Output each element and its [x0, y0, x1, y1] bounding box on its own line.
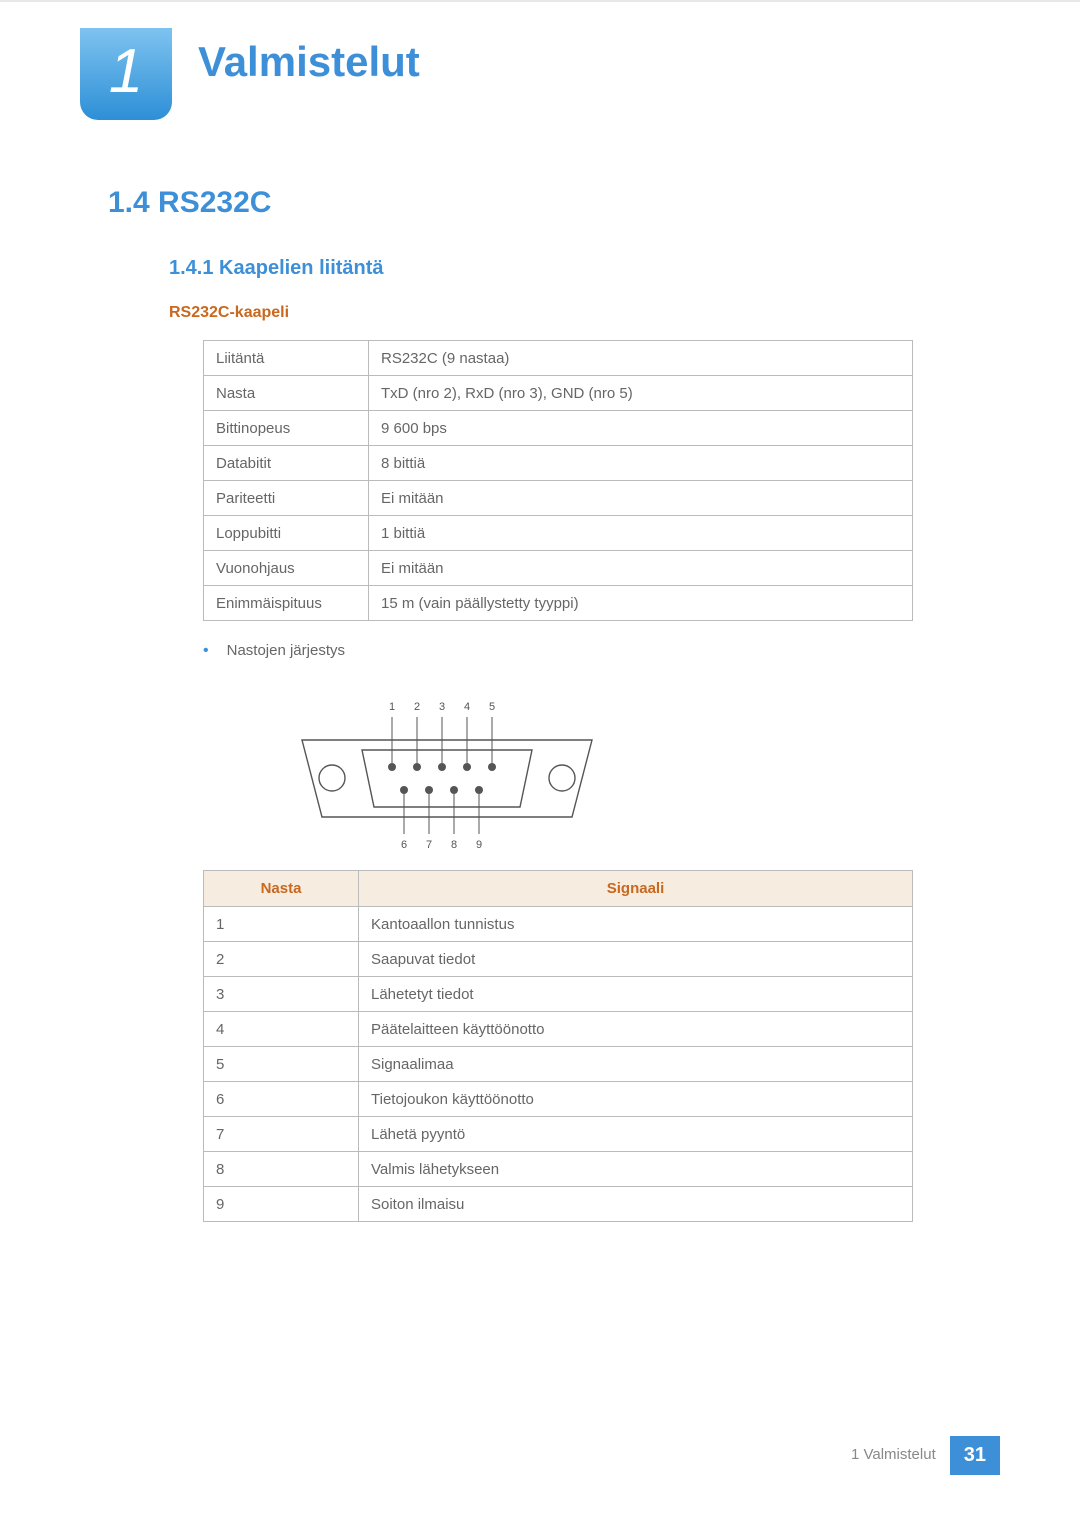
- bullet-label: Nastojen järjestys: [227, 642, 345, 659]
- section-heading: 1.4 RS232C: [108, 186, 271, 220]
- table-cell: Soiton ilmaisu: [359, 1187, 913, 1222]
- table-cell: 4: [204, 1012, 359, 1047]
- db9-connector-diagram: 1 2 3 4 5 6 7 8 9: [282, 682, 612, 852]
- pins-table: Nasta Signaali 1Kantoaallon tunnistus2Sa…: [203, 870, 913, 1222]
- table-row: Enimmäispituus15 m (vain päällystetty ty…: [204, 586, 913, 621]
- table-row: 9Soiton ilmaisu: [204, 1187, 913, 1222]
- table-row: PariteettiEi mitään: [204, 481, 913, 516]
- svg-text:2: 2: [414, 701, 420, 713]
- pins-col-nasta: Nasta: [204, 871, 359, 907]
- table-cell: Kantoaallon tunnistus: [359, 907, 913, 942]
- table-cell: Databitit: [204, 446, 369, 481]
- table-row: VuonohjausEi mitään: [204, 551, 913, 586]
- table-cell: Signaalimaa: [359, 1047, 913, 1082]
- table-row: Loppubitti1 bittiä: [204, 516, 913, 551]
- table-cell: 15 m (vain päällystetty tyyppi): [369, 586, 913, 621]
- table-cell: 6: [204, 1082, 359, 1117]
- table-row: Databitit8 bittiä: [204, 446, 913, 481]
- table-row: LiitäntäRS232C (9 nastaa): [204, 341, 913, 376]
- table-cell: Nasta: [204, 376, 369, 411]
- table-cell: 9 600 bps: [369, 411, 913, 446]
- table-row: 2Saapuvat tiedot: [204, 942, 913, 977]
- svg-text:9: 9: [476, 839, 482, 851]
- svg-text:8: 8: [451, 839, 457, 851]
- bullet-dot-icon: •: [203, 642, 209, 659]
- table-cell: 7: [204, 1117, 359, 1152]
- table-row: 1Kantoaallon tunnistus: [204, 907, 913, 942]
- footer-page-number: 31: [950, 1436, 1000, 1475]
- table-cell: 1 bittiä: [369, 516, 913, 551]
- table-cell: 9: [204, 1187, 359, 1222]
- table-cell: Ei mitään: [369, 481, 913, 516]
- table-cell: 8: [204, 1152, 359, 1187]
- table-cell: Pariteetti: [204, 481, 369, 516]
- table-cell: Vuonohjaus: [204, 551, 369, 586]
- table-cell: Päätelaitteen käyttöönotto: [359, 1012, 913, 1047]
- top-border: [0, 0, 1080, 2]
- svg-text:4: 4: [464, 701, 470, 713]
- page: 1 Valmistelut 1.4 RS232C 1.4.1 Kaapelien…: [0, 0, 1080, 1527]
- svg-text:1: 1: [389, 701, 395, 713]
- pins-col-signaali: Signaali: [359, 871, 913, 907]
- table-cell: Lähetetyt tiedot: [359, 977, 913, 1012]
- table-cell: 8 bittiä: [369, 446, 913, 481]
- table-cell: Saapuvat tiedot: [359, 942, 913, 977]
- table-cell: 2: [204, 942, 359, 977]
- svg-text:6: 6: [401, 839, 407, 851]
- chapter-title: Valmistelut: [198, 38, 420, 86]
- chapter-tab: 1: [80, 28, 172, 120]
- table-cell: RS232C (9 nastaa): [369, 341, 913, 376]
- svg-text:3: 3: [439, 701, 445, 713]
- subsection-heading: 1.4.1 Kaapelien liitäntä: [169, 257, 384, 280]
- table-row: 7Lähetä pyyntö: [204, 1117, 913, 1152]
- table-cell: Tietojoukon käyttöönotto: [359, 1082, 913, 1117]
- table-cell: Bittinopeus: [204, 411, 369, 446]
- svg-text:7: 7: [426, 839, 432, 851]
- table-cell: Liitäntä: [204, 341, 369, 376]
- table-row: 3Lähetetyt tiedot: [204, 977, 913, 1012]
- table-heading: RS232C-kaapeli: [169, 304, 289, 322]
- table-row: 8Valmis lähetykseen: [204, 1152, 913, 1187]
- bullet-pin-order: • Nastojen järjestys: [203, 642, 345, 660]
- table-cell: Loppubitti: [204, 516, 369, 551]
- page-footer: 1 Valmistelut 31: [851, 1436, 1000, 1475]
- params-table: LiitäntäRS232C (9 nastaa)NastaTxD (nro 2…: [203, 340, 913, 621]
- table-row: 4Päätelaitteen käyttöönotto: [204, 1012, 913, 1047]
- table-row: 5Signaalimaa: [204, 1047, 913, 1082]
- table-cell: TxD (nro 2), RxD (nro 3), GND (nro 5): [369, 376, 913, 411]
- chapter-number: 1: [109, 36, 143, 113]
- table-cell: Enimmäispituus: [204, 586, 369, 621]
- table-cell: 1: [204, 907, 359, 942]
- table-cell: Valmis lähetykseen: [359, 1152, 913, 1187]
- table-row: 6Tietojoukon käyttöönotto: [204, 1082, 913, 1117]
- table-cell: Lähetä pyyntö: [359, 1117, 913, 1152]
- footer-text: 1 Valmistelut: [851, 1436, 950, 1475]
- table-cell: Ei mitään: [369, 551, 913, 586]
- table-cell: 5: [204, 1047, 359, 1082]
- table-row: Bittinopeus9 600 bps: [204, 411, 913, 446]
- table-row: NastaTxD (nro 2), RxD (nro 3), GND (nro …: [204, 376, 913, 411]
- table-cell: 3: [204, 977, 359, 1012]
- svg-text:5: 5: [489, 701, 495, 713]
